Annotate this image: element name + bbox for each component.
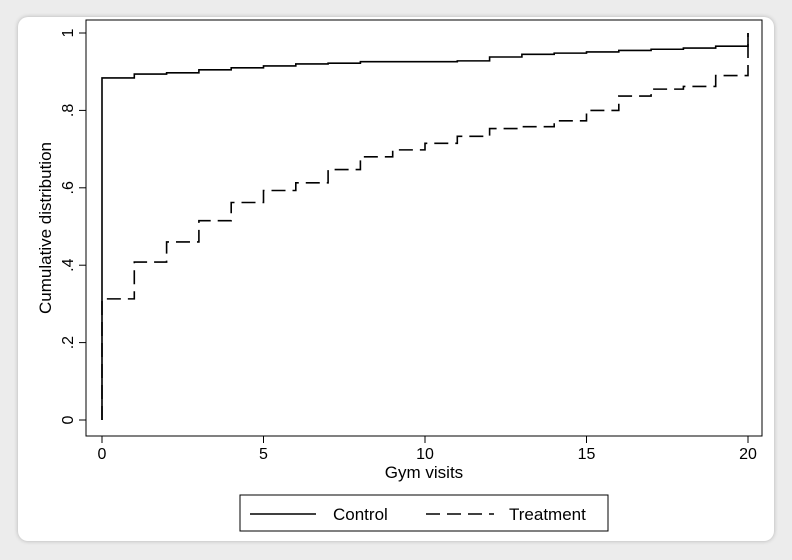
chart-card [18,17,774,541]
legend-label-treatment: Treatment [509,505,586,524]
y-tick-label: 1 [60,28,77,37]
y-tick-label: .2 [60,336,77,349]
legend-label-control: Control [333,505,388,524]
y-axis-title: Cumulative distribution [36,142,55,314]
y-tick-label: 0 [60,415,77,424]
y-tick-label: .4 [60,258,77,271]
series-line-control [101,33,749,420]
axes-layer [85,19,763,437]
series-line-treatment [101,33,749,420]
x-tick-label: 15 [578,446,596,463]
ticks-layer: 0 5 10 15 20 0 .2 .4 .6 .8 1 [60,28,757,463]
x-tick-label: 5 [259,446,268,463]
x-tick-label: 10 [416,446,434,463]
y-tick-label: .6 [60,181,77,194]
x-tick-label: 0 [98,446,107,463]
plot-frame [85,19,763,437]
legend-box [239,494,609,532]
x-axis-title: Gym visits [385,463,463,482]
x-tick-label: 20 [739,446,757,463]
legend: Control Treatment [239,494,609,532]
series-layer [101,33,749,420]
y-tick-label: .8 [60,104,77,117]
